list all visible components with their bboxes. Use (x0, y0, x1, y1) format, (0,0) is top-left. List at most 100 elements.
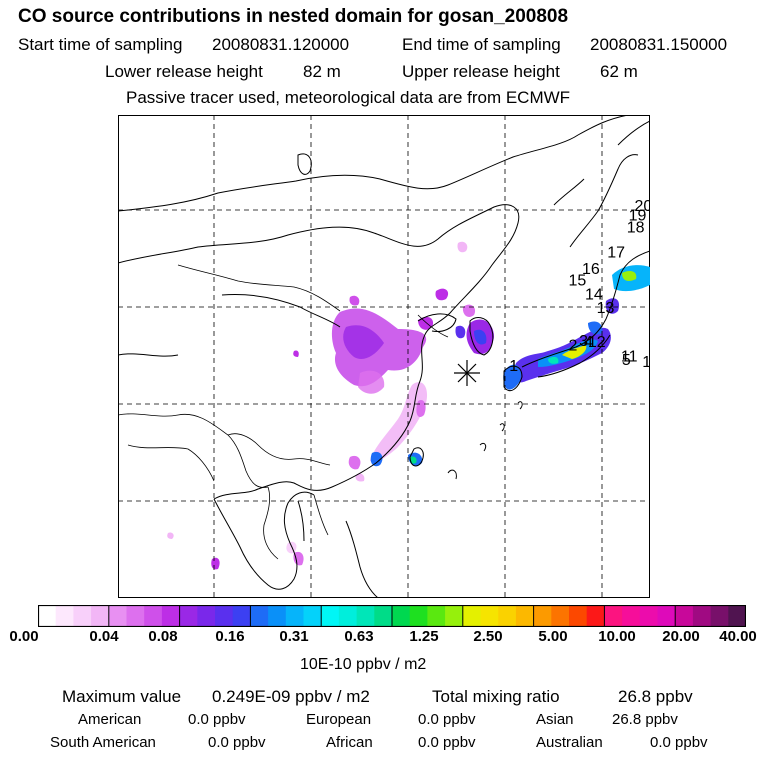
colorbar-tick: 2.50 (473, 628, 503, 645)
region-value: 0.0 ppbv (208, 734, 266, 751)
trajectory-label: 6 (649, 363, 650, 380)
trajectory-label: 11 (621, 348, 638, 365)
trajectory-label: 4 (584, 334, 593, 351)
trajectory-label: 14 (585, 286, 603, 303)
colorbar-cell (392, 605, 411, 627)
colorbar-cell (586, 605, 605, 627)
region-name: Australian (536, 734, 603, 751)
colorbar-tick: 5.00 (538, 628, 568, 645)
end-time-value: 20080831.150000 (590, 35, 728, 54)
trajectory-label: 1 (509, 358, 518, 375)
region-value: 26.8 ppbv (612, 711, 678, 728)
trajectory-label: 5 (622, 352, 631, 369)
plot-title: CO source contributions in nested domain… (18, 6, 569, 27)
colorbar-cell (144, 605, 163, 627)
colorbar-cell (268, 605, 287, 627)
colorbar-tick: 0.16 (215, 628, 245, 645)
trajectory-label: 17 (607, 245, 625, 262)
colorbar-cell (710, 605, 729, 627)
colorbar-tick: 0.63 (344, 628, 374, 645)
graticule (118, 115, 650, 598)
colorbar-cell (285, 605, 304, 627)
trajectory-label: 20 (634, 198, 650, 215)
region-value: 0.0 ppbv (650, 734, 708, 751)
trajectory-labels: 123456891011121314151617181920 (509, 198, 650, 380)
colorbar-cell (108, 605, 127, 627)
colorbar-tick: 0.31 (279, 628, 309, 645)
trajectory-label: 13 (597, 300, 615, 317)
colorbar-cell (409, 605, 428, 627)
colorbar-tick: 0.04 (89, 628, 119, 645)
colorbar-cell (55, 605, 74, 627)
upper-height-value: 62 m (600, 62, 638, 81)
region-name: South American (50, 734, 156, 751)
colorbar-cell (161, 605, 181, 627)
colorbar-cell (338, 605, 358, 627)
lower-height-label: Lower release height (105, 62, 263, 81)
colorbar-cell (303, 605, 322, 627)
trajectory-label: 18 (627, 219, 645, 236)
colorbar-cell (250, 605, 269, 627)
colorbar-cell (657, 605, 676, 627)
colorbar-cell (232, 605, 251, 627)
region-name: European (306, 711, 372, 728)
colorbar-tick: 40.00 (719, 628, 757, 645)
trajectory-label: 10 (642, 354, 650, 371)
borders (118, 264, 449, 560)
colorbar-tick: 20.00 (662, 628, 700, 645)
colorbar-cell (551, 605, 570, 627)
colorbar-tick: 1.25 (409, 628, 439, 645)
tracer-note: Passive tracer used, meteorological data… (126, 88, 571, 107)
colorbar-cell (462, 605, 481, 627)
colorbar-cell (480, 605, 499, 627)
source-contribution-map: 123456891011121314151617181920 (118, 115, 650, 598)
coastlines (118, 115, 650, 598)
colorbar-cell (215, 605, 234, 627)
max-value: 0.249E-09 ppbv / m2 (212, 687, 370, 706)
colorbar-cell (569, 605, 588, 627)
colorbar-cell (427, 605, 446, 627)
colorbar-cell (179, 605, 198, 627)
color-bar (38, 605, 746, 627)
colorbar-cell (38, 605, 57, 627)
total-mixing-label: Total mixing ratio (432, 687, 560, 706)
colorbar-cell (533, 605, 552, 627)
colorbar-tick: 10.00 (598, 628, 636, 645)
colorbar-cell (622, 605, 641, 627)
colorbar-cell (728, 605, 746, 627)
colorbar-cell (374, 605, 393, 627)
colorbar-cell (675, 605, 694, 627)
region-name: American (78, 711, 142, 728)
upper-height-label: Upper release height (402, 62, 560, 81)
colorbar-cell (91, 605, 110, 627)
star-icon (454, 360, 480, 386)
lower-height-value: 82 m (303, 62, 341, 81)
colorbar-cell (604, 605, 623, 627)
trajectory-label: 19 (629, 208, 647, 225)
region-name: Asian (536, 711, 574, 728)
start-time-label: Start time of sampling (18, 35, 183, 54)
region-value: 0.0 ppbv (188, 711, 246, 728)
colorbar-cell (498, 605, 517, 627)
colorbar-cell (515, 605, 535, 627)
end-time-label: End time of sampling (402, 35, 561, 54)
total-mixing-value: 26.8 ppbv (618, 687, 693, 706)
max-value-label: Maximum value (62, 687, 182, 706)
contribution-plume (167, 241, 650, 570)
region-value: 0.0 ppbv (418, 711, 476, 728)
colorbar-units: 10E-10 ppbv / m2 (300, 656, 427, 673)
colorbar-cell (445, 605, 464, 627)
trajectory-label: 12 (588, 334, 606, 351)
colorbar-cell (356, 605, 375, 627)
trajectory-label: 15 (568, 273, 586, 290)
region-name: African (326, 734, 373, 751)
colorbar-cell (126, 605, 145, 627)
colorbar-cell (692, 605, 712, 627)
trajectory-label: 16 (582, 261, 600, 278)
colorbar-tick: 0.08 (148, 628, 178, 645)
colorbar-cell (321, 605, 340, 627)
trajectory-label: 3 (579, 333, 588, 350)
colorbar-tick: 0.00 (9, 628, 39, 645)
region-value: 0.0 ppbv (418, 734, 476, 751)
colorbar-cell (197, 605, 216, 627)
